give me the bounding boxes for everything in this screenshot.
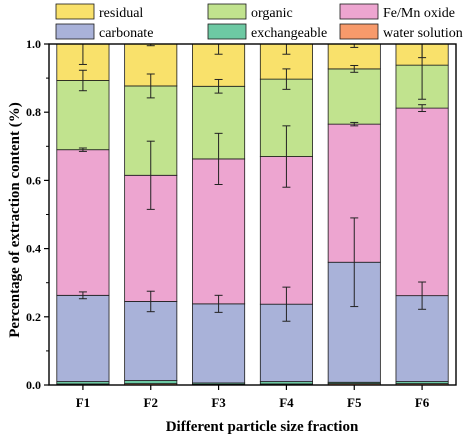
legend-item-fe-mn-oxide: Fe/Mn oxide bbox=[339, 3, 455, 21]
error-bar bbox=[214, 132, 223, 185]
error-bar bbox=[146, 290, 155, 313]
x-tick-label: F2 bbox=[144, 395, 158, 410]
legend-swatch bbox=[55, 23, 95, 40]
error-bar bbox=[350, 217, 359, 308]
error-bar bbox=[214, 294, 223, 313]
bar-segment-fe-mn-oxide bbox=[395, 107, 449, 297]
x-tick-label: F3 bbox=[211, 395, 226, 410]
y-tick-label: 0.8 bbox=[26, 105, 41, 119]
bar-segment-carbonate bbox=[395, 295, 449, 382]
y-tick-label: 0.4 bbox=[26, 242, 41, 256]
legend-label: water solution bbox=[383, 26, 463, 41]
bar-segment-organic bbox=[327, 68, 381, 125]
legend-swatch bbox=[339, 23, 379, 40]
legend-label: Fe/Mn oxide bbox=[383, 6, 455, 21]
error-bars-layer bbox=[78, 43, 427, 322]
error-bar bbox=[418, 281, 427, 310]
legend-label: carbonate bbox=[99, 26, 153, 41]
legend-item-organic: organic bbox=[207, 3, 293, 21]
x-tick-label: F6 bbox=[415, 395, 430, 410]
error-bar bbox=[350, 121, 359, 127]
axes: F1 F2 F3 F4 F5 F6 0.0 0.2 0.4 0.6 0.8 1.0 bbox=[26, 37, 457, 410]
bars-layer bbox=[56, 43, 449, 386]
legend-label: exchangeable bbox=[251, 26, 327, 41]
legend-label: residual bbox=[99, 6, 143, 21]
error-bar bbox=[78, 291, 87, 300]
x-tick-label: F1 bbox=[76, 395, 90, 410]
bar-segment-residual bbox=[327, 43, 381, 70]
x-tick-label: F4 bbox=[279, 395, 294, 410]
bar-segment-organic bbox=[56, 80, 110, 151]
error-bar bbox=[282, 125, 291, 188]
bar-segment-exchangeable bbox=[124, 380, 178, 385]
error-bar bbox=[78, 69, 87, 92]
plot-frame bbox=[48, 43, 457, 386]
bar-segment-carbonate bbox=[56, 294, 110, 382]
legend-swatch bbox=[339, 3, 379, 20]
error-bar bbox=[146, 140, 155, 210]
error-bar bbox=[282, 286, 291, 322]
error-bar bbox=[214, 78, 223, 94]
legend: residual organic Fe/Mn oxide carbonate excha… bbox=[55, 3, 463, 41]
bar-segment-fe-mn-oxide bbox=[56, 149, 110, 296]
legend-swatch bbox=[207, 23, 247, 40]
error-bar bbox=[282, 68, 291, 90]
y-tick-label: 0.0 bbox=[26, 378, 41, 392]
error-bar bbox=[78, 147, 87, 152]
x-tick-label: F5 bbox=[347, 395, 362, 410]
bar-segment-carbonate bbox=[124, 301, 178, 381]
legend-swatch bbox=[207, 3, 247, 20]
x-axis-title: Different particle size fraction bbox=[166, 419, 359, 435]
bar-segment-carbonate bbox=[192, 303, 246, 384]
y-tick-label: 0.6 bbox=[26, 173, 41, 187]
legend-swatch bbox=[55, 3, 95, 20]
legend-item-exchangeable: exchangeable bbox=[207, 23, 327, 41]
error-bar bbox=[350, 64, 359, 73]
legend-item-carbonate: carbonate bbox=[55, 23, 153, 41]
legend-item-water-solution: water solution bbox=[339, 23, 463, 41]
y-tick-label: 0.2 bbox=[26, 310, 41, 324]
legend-item-residual: residual bbox=[55, 3, 143, 21]
error-bar bbox=[418, 104, 427, 113]
y-axis-title: Percentage of extraction content (%) bbox=[7, 102, 23, 337]
error-bar bbox=[146, 73, 155, 99]
y-tick-label: 1.0 bbox=[26, 37, 41, 51]
legend-label: organic bbox=[251, 6, 293, 21]
